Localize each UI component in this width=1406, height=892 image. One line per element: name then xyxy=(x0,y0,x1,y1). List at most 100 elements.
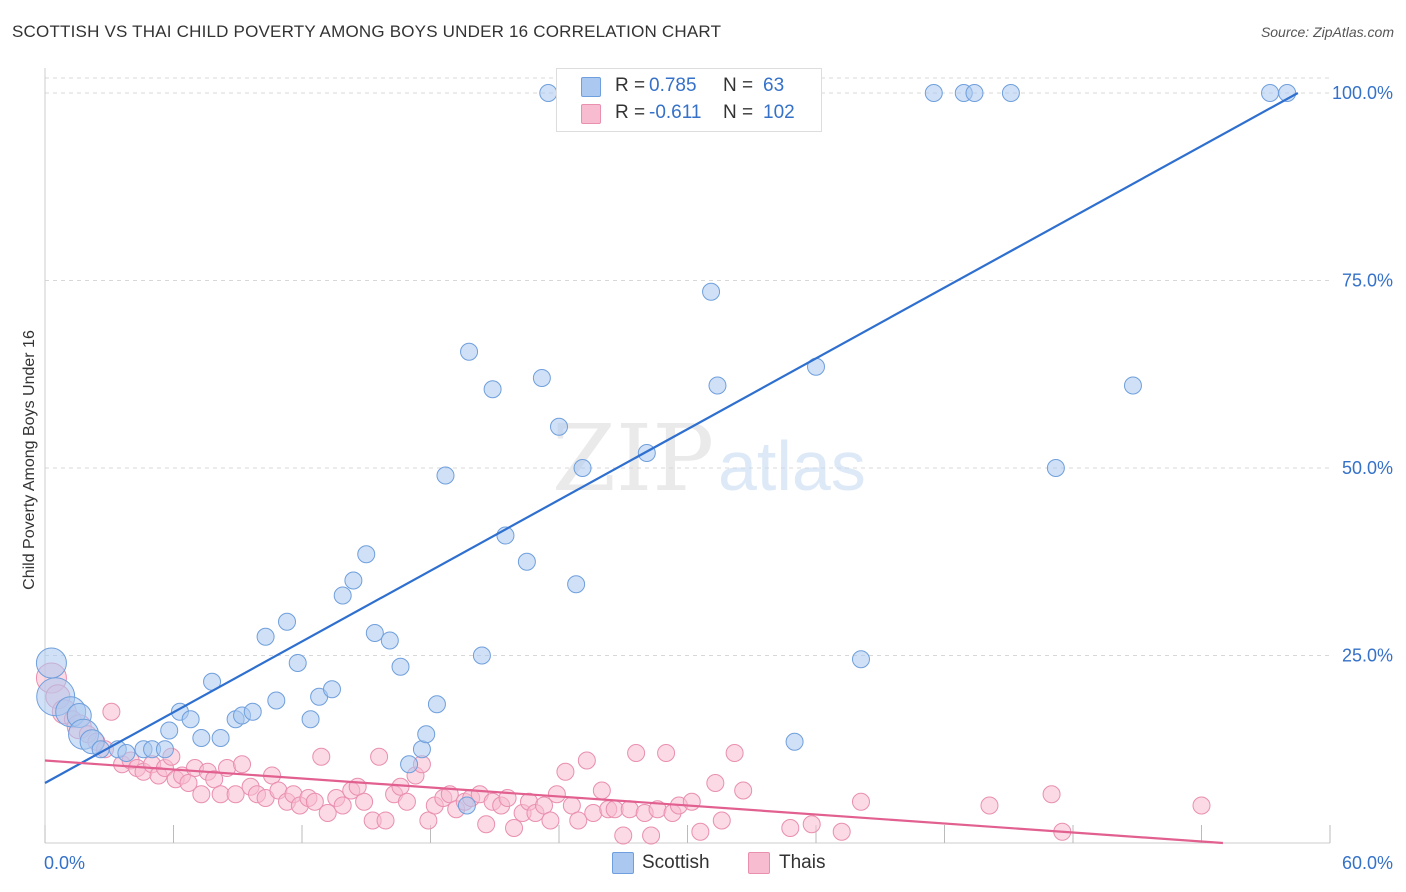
thai-point xyxy=(980,796,999,815)
thai-point xyxy=(802,815,821,834)
series-legend: Scottish Thais xyxy=(0,850,1406,878)
watermark: ZIP atlas xyxy=(552,405,866,512)
thai-point xyxy=(577,751,596,770)
scottish-legend-label: Scottish xyxy=(642,852,710,873)
scottish-points xyxy=(35,84,1297,815)
thai-point xyxy=(781,819,800,837)
thai-point xyxy=(305,792,324,811)
scottish-point xyxy=(427,695,446,714)
scottish-point xyxy=(211,729,230,747)
thai-point xyxy=(569,811,588,830)
thai-point xyxy=(211,785,230,804)
r-value: 0.785 xyxy=(649,75,697,96)
gridlines xyxy=(45,77,1330,656)
scottish-point xyxy=(192,729,211,747)
scottish-point xyxy=(412,740,431,759)
thai-point xyxy=(397,792,416,811)
thai-point xyxy=(642,826,661,845)
scottish-point xyxy=(550,417,568,436)
thai-point xyxy=(620,800,639,819)
thai-point xyxy=(477,815,496,834)
y-tick-label: 75.0% xyxy=(1342,271,1393,291)
scottish-swatch xyxy=(581,77,601,97)
scottish-point xyxy=(181,710,200,729)
thai-point xyxy=(318,804,337,822)
scottish-point xyxy=(400,755,419,774)
r-value: -0.611 xyxy=(649,102,702,123)
y-tick-label: 100.0% xyxy=(1332,83,1393,103)
thai-point xyxy=(627,744,646,762)
axes xyxy=(44,68,1331,844)
thai-point xyxy=(851,792,870,811)
thai-point xyxy=(348,777,367,796)
thai-point xyxy=(370,747,389,766)
thai-point xyxy=(192,785,211,804)
thai-point xyxy=(832,822,851,841)
scottish-point xyxy=(380,631,399,650)
thai-point xyxy=(712,811,731,830)
thai-point xyxy=(226,785,245,804)
thai-point xyxy=(706,774,725,792)
thai-point xyxy=(419,811,438,830)
thai-point xyxy=(102,702,121,721)
y-tick-label: 25.0% xyxy=(1342,646,1393,666)
scottish-point xyxy=(301,710,320,729)
n-label: N = xyxy=(723,75,754,96)
scottish-point xyxy=(267,691,286,710)
scottish-point xyxy=(460,342,479,361)
scottish-point xyxy=(1046,459,1065,477)
thai-point xyxy=(312,747,331,766)
scottish-point xyxy=(365,624,384,642)
stats-legend: R = 0.785 N = 63 R = -0.611 N = 102 xyxy=(556,68,822,132)
thai-trend-line xyxy=(44,759,1223,845)
thai-point xyxy=(355,792,374,811)
scottish-point xyxy=(35,647,67,679)
scottish-point xyxy=(417,725,436,744)
scottish-point xyxy=(322,680,341,699)
scottish-point xyxy=(517,552,536,571)
thai-point xyxy=(233,755,252,774)
r-label: R = xyxy=(615,75,646,96)
scottish-point xyxy=(924,84,943,102)
y-tick-label: 50.0% xyxy=(1342,458,1393,478)
thai-point xyxy=(505,819,524,837)
scottish-point xyxy=(333,586,352,605)
scottish-point xyxy=(117,744,136,762)
thai-point xyxy=(1042,785,1061,804)
thai-point xyxy=(547,785,566,804)
scottish-point xyxy=(357,545,376,564)
scottish-point xyxy=(391,657,410,676)
scottish-point xyxy=(288,654,307,672)
chart-title: SCOTTISH VS THAI CHILD POVERTY AMONG BOY… xyxy=(12,22,722,41)
chart-source: Source: ZipAtlas.com xyxy=(1260,24,1394,40)
watermark-atlas: atlas xyxy=(718,427,866,505)
thai-point xyxy=(535,796,554,815)
n-value: 63 xyxy=(763,75,785,96)
scottish-point xyxy=(539,84,558,102)
thai-point xyxy=(333,796,352,815)
thai-point xyxy=(614,826,633,845)
thai-point xyxy=(541,811,560,830)
thai-point xyxy=(1192,796,1211,815)
scottish-point xyxy=(278,612,297,631)
thai-point xyxy=(605,800,624,819)
x-tick-label: 0.0% xyxy=(44,853,85,873)
thai-point xyxy=(584,804,603,822)
scottish-point xyxy=(483,380,502,399)
scottish-point xyxy=(472,646,491,665)
scottish-point xyxy=(851,650,870,669)
trend-lines xyxy=(44,92,1299,845)
thai-swatch xyxy=(581,104,601,124)
scottish-point xyxy=(243,702,262,721)
n-value: 102 xyxy=(763,102,795,123)
n-label: N = xyxy=(723,102,754,123)
thai-point xyxy=(725,744,744,762)
scottish-point xyxy=(702,282,721,301)
thai-point xyxy=(556,762,575,781)
scottish-point xyxy=(1261,84,1280,102)
scottish-point xyxy=(160,721,179,740)
scottish-point xyxy=(567,575,586,594)
thai-point xyxy=(205,770,224,789)
thai-point xyxy=(376,811,395,830)
